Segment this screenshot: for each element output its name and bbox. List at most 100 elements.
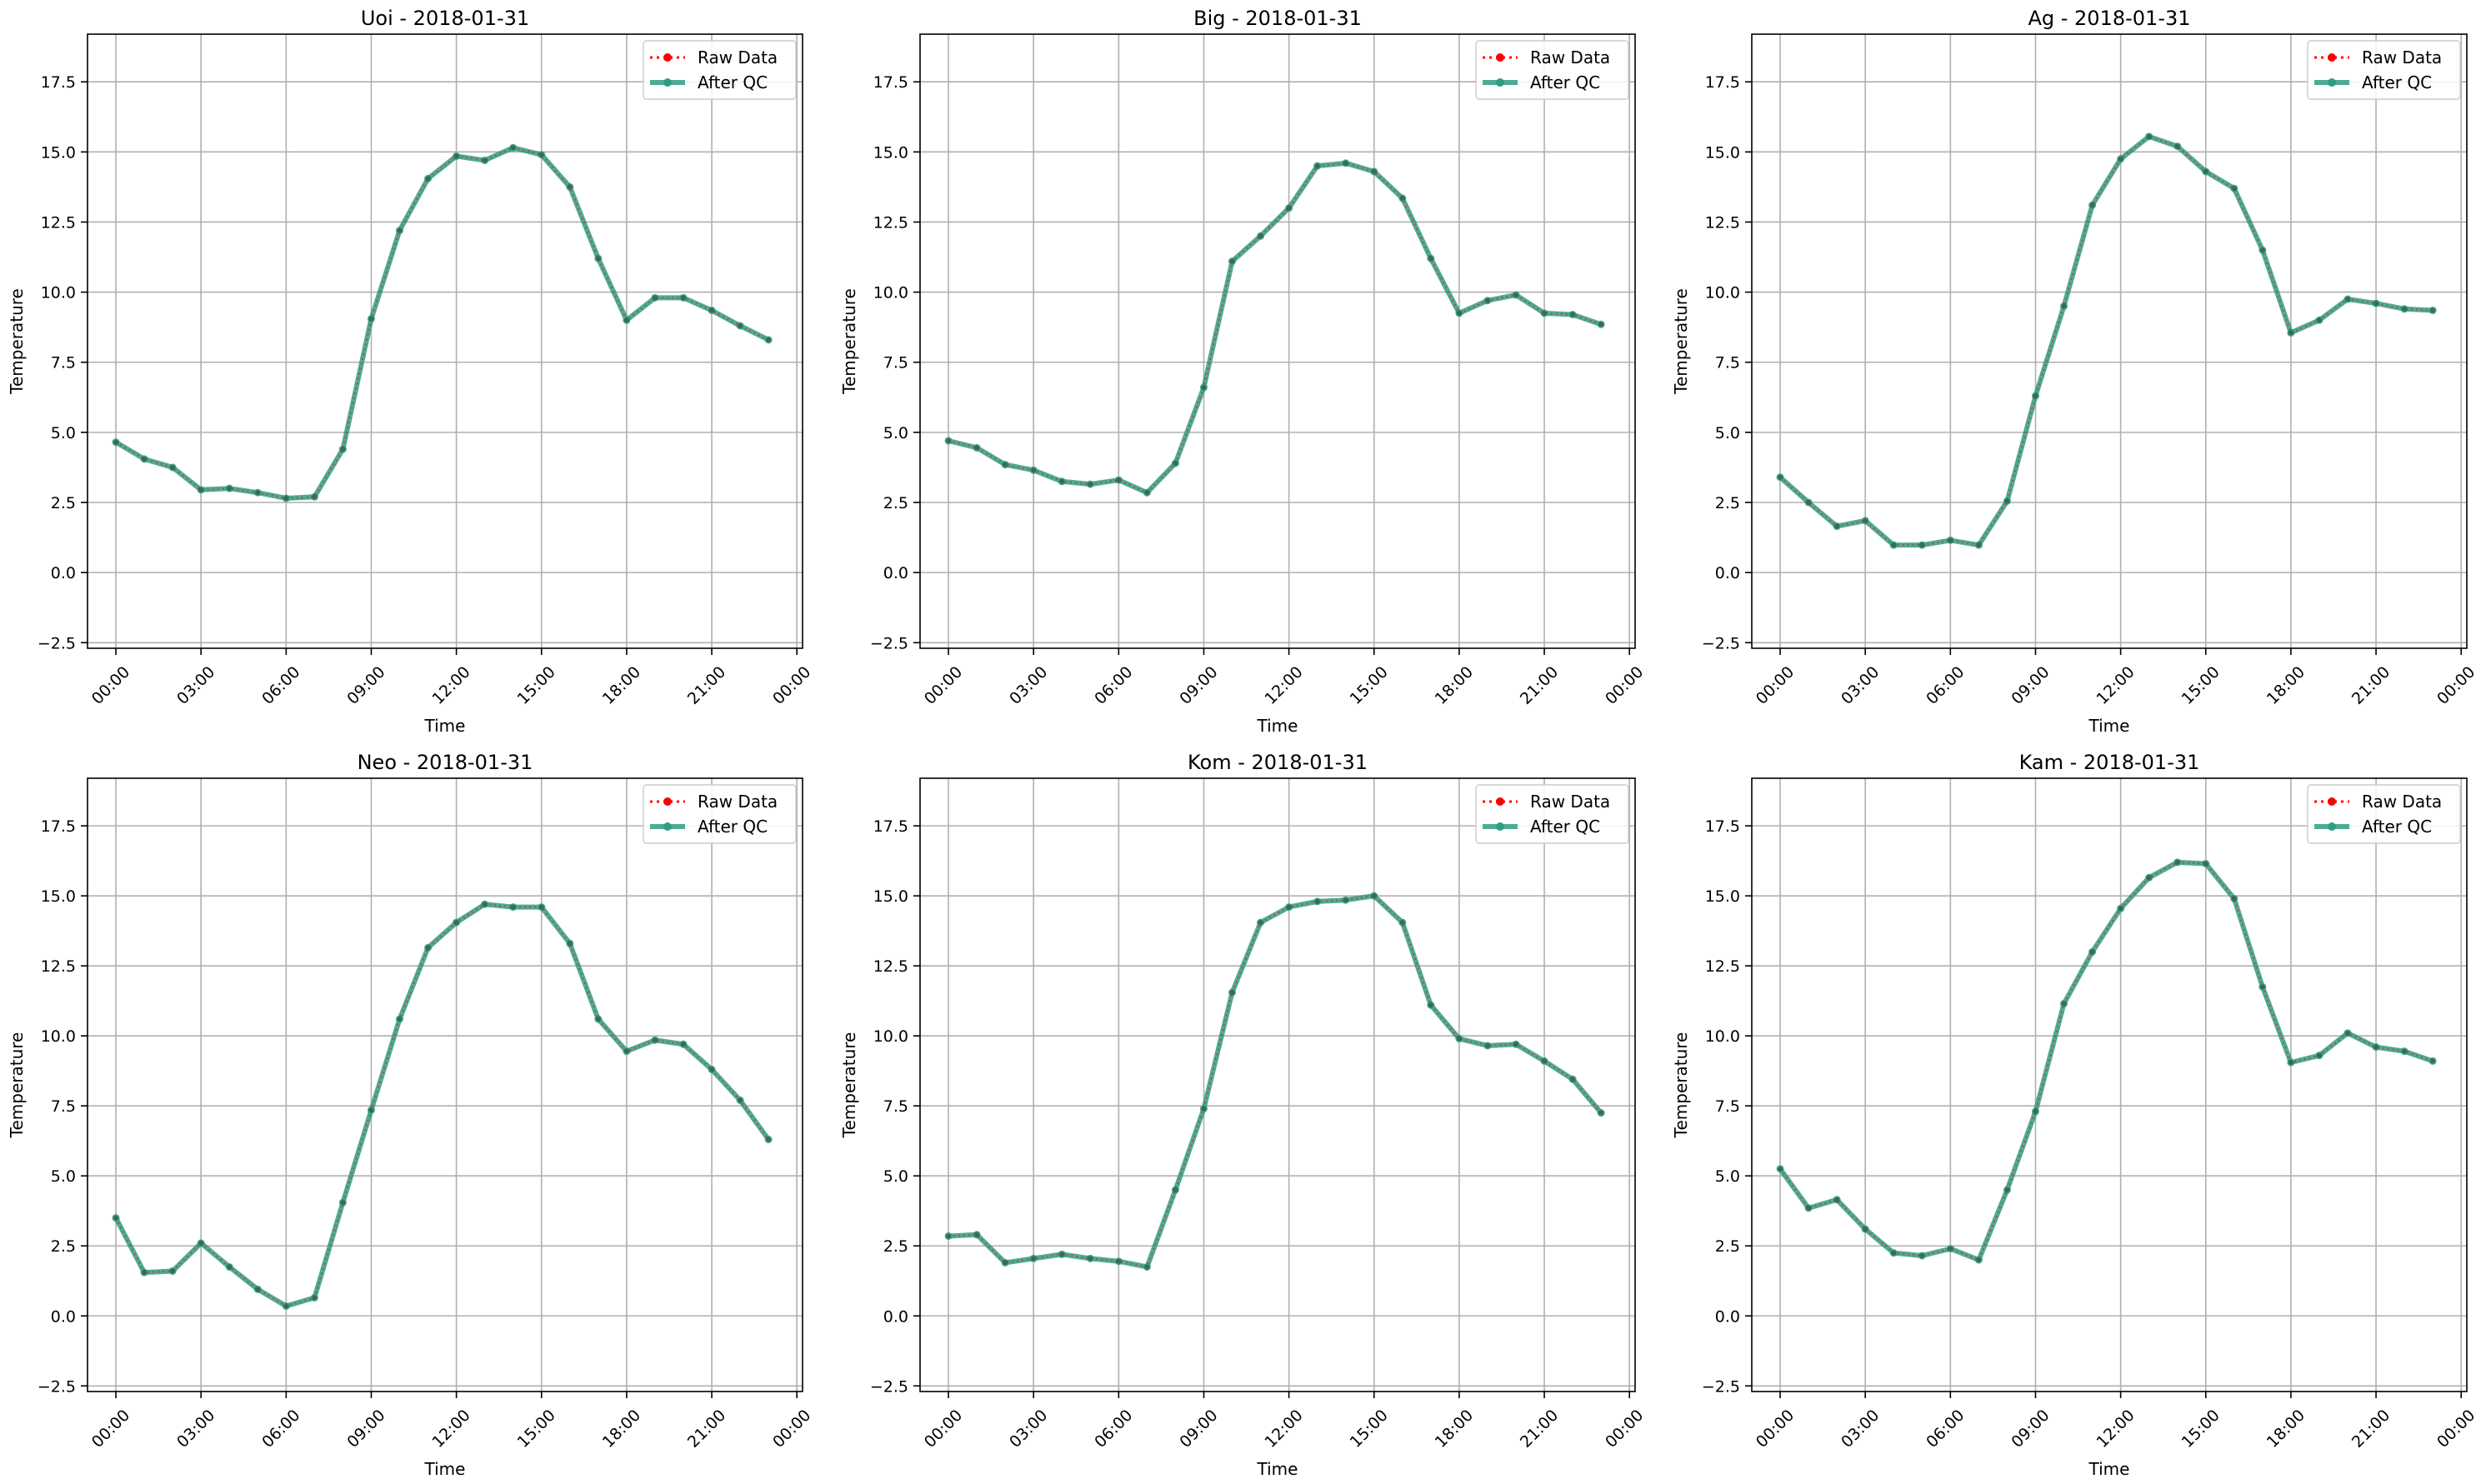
legend-marker-after-qc [2328, 822, 2336, 831]
x-axis-label: Time [424, 1459, 466, 1479]
y-tick-label: 17.5 [873, 73, 908, 92]
x-tick-label: 06:00 [1091, 663, 1136, 708]
x-tick-label: 18:00 [599, 1407, 644, 1452]
raw-data-point [1229, 258, 1235, 264]
raw-data-point [283, 1303, 289, 1309]
chart-panel-5: 00:00 03:00 06:00 09:00 12:00 15:00 18:00 21:00… [1671, 751, 2478, 1479]
y-tick-label: 10.0 [41, 1027, 76, 1046]
x-tick-label: 03:00 [1838, 663, 1883, 708]
y-tick-label: 2.5 [51, 1237, 76, 1256]
raw-data-point [1778, 474, 1783, 480]
raw-data-point [1484, 297, 1490, 303]
x-tick-label: 06:00 [1923, 1407, 1968, 1452]
raw-data-point [681, 295, 686, 301]
series-line-after-qc [1778, 133, 2433, 548]
raw-data-point [2174, 859, 2180, 865]
y-tick-label: 7.5 [51, 354, 76, 372]
y-tick-label: 15.0 [1705, 887, 1740, 906]
legend-marker-after-qc [1496, 822, 1504, 831]
raw-data-point [1258, 233, 1263, 239]
chart-title: Kam - 2018-01-31 [2019, 751, 2200, 774]
x-tick-label: 09:00 [343, 1407, 388, 1452]
raw-data-point [1116, 477, 1122, 483]
legend-label-raw-data: Raw Data [1530, 47, 1610, 67]
y-tick-label: 10.0 [873, 1027, 908, 1046]
x-tick-label: 15:00 [1347, 663, 1392, 708]
raw-data-point [2004, 1187, 2010, 1193]
x-tick-label: 15:00 [2178, 663, 2223, 708]
raw-data-point [2004, 498, 2010, 504]
x-tick-label: 00:00 [88, 1407, 133, 1452]
raw-data-point [2373, 301, 2379, 307]
raw-data-point [2061, 1001, 2067, 1007]
raw-data-point [2033, 393, 2038, 399]
chart-panel-0: 00:00 03:00 06:00 09:00 12:00 15:00 18:00 21:00… [7, 7, 814, 736]
raw-data-point [2033, 1108, 2038, 1114]
x-tick-label: 15:00 [1347, 1407, 1392, 1452]
series-line-after-qc [948, 893, 1603, 1270]
y-tick-label: 12.5 [41, 957, 76, 976]
legend: Raw Data After QC [1475, 40, 1629, 100]
y-tick-label: 15.0 [1705, 143, 1740, 162]
raw-data-point [1371, 168, 1377, 174]
raw-data-point [340, 1200, 346, 1206]
y-axis-label: Temperature [1671, 288, 1691, 395]
legend-marker-raw-data [2328, 53, 2336, 62]
series-line-raw-data [1779, 861, 2433, 1262]
raw-data-point [312, 494, 318, 500]
raw-data-point [538, 904, 544, 910]
plot-frame [87, 777, 803, 1392]
raw-data-point [2061, 303, 2067, 309]
raw-data-point [974, 1232, 980, 1237]
x-tick-label: 12:00 [2093, 1407, 2138, 1452]
raw-data-point [170, 1268, 176, 1274]
raw-data-point [1834, 1197, 1840, 1202]
chart-panel-2: 00:00 03:00 06:00 09:00 12:00 15:00 18:00 21:00… [1671, 7, 2478, 736]
plot-frame [919, 33, 1636, 649]
raw-data-point [2288, 330, 2293, 336]
x-tick-label: 06:00 [1923, 663, 1968, 708]
y-tick-label: −2.5 [38, 634, 76, 652]
raw-data-point [453, 920, 459, 926]
y-tick-label: 5.0 [1715, 1167, 1740, 1186]
x-tick-label: 09:00 [2008, 663, 2053, 708]
y-tick-label: 5.0 [883, 424, 908, 442]
y-tick-label: 7.5 [883, 354, 908, 372]
raw-data-point [652, 295, 658, 301]
raw-data-point [681, 1042, 686, 1047]
raw-data-point [738, 322, 743, 328]
y-tick-label: 15.0 [41, 887, 76, 906]
legend-label-raw-data: Raw Data [1530, 792, 1610, 812]
x-tick-label: 18:00 [1432, 663, 1477, 708]
x-tick-label: 21:00 [684, 663, 729, 708]
legend-label-raw-data: Raw Data [698, 792, 778, 812]
plot-frame [87, 33, 803, 649]
raw-data-point [425, 945, 431, 951]
raw-data-point [623, 317, 629, 323]
raw-data-point [397, 227, 403, 233]
raw-data-point [2402, 306, 2408, 312]
raw-data-point [453, 153, 459, 159]
chart-title: Big - 2018-01-31 [1193, 7, 1362, 30]
raw-data-point [1891, 542, 1897, 548]
raw-data-point [1201, 385, 1207, 391]
y-tick-label: 0.0 [883, 1307, 908, 1326]
raw-data-point [567, 941, 573, 947]
y-tick-label: 2.5 [51, 494, 76, 512]
y-tick-label: 17.5 [41, 73, 76, 92]
raw-data-point [1919, 1253, 1925, 1259]
legend-marker-raw-data [1496, 797, 1504, 806]
y-axis-label: Temperature [7, 288, 27, 395]
raw-data-point [766, 337, 772, 342]
chart-panel-3: 00:00 03:00 06:00 09:00 12:00 15:00 18:00 21:00… [7, 751, 814, 1479]
y-tick-label: 12.5 [41, 213, 76, 232]
raw-data-point [1343, 897, 1348, 903]
raw-data-point [1286, 904, 1292, 910]
raw-data-point [2174, 143, 2180, 149]
raw-data-point [113, 439, 119, 445]
x-tick-label: 00:00 [88, 663, 133, 708]
raw-data-point [2203, 168, 2208, 174]
raw-data-point [738, 1097, 743, 1103]
raw-data-point [1371, 893, 1377, 899]
y-tick-label: 2.5 [883, 494, 908, 512]
